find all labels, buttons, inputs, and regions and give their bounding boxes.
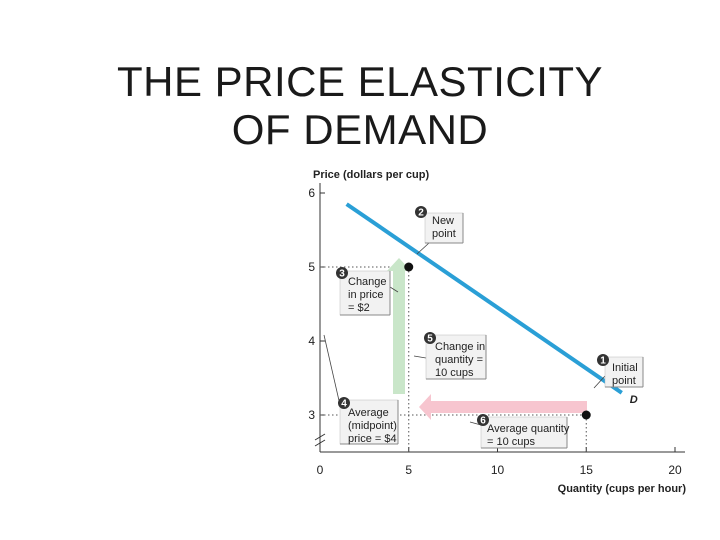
x-tick-label: 0	[317, 463, 324, 477]
callout-5-badge	[424, 332, 436, 344]
callout-1-text: point	[612, 375, 636, 387]
callout-4-box	[339, 399, 399, 445]
demand-curve	[345, 202, 623, 395]
slide-title-line-2: OF DEMAND	[231, 106, 489, 153]
callout-5-badge-number: 5	[427, 334, 433, 345]
callout-2-text: New	[432, 215, 454, 227]
callout-3-text: Change	[348, 276, 387, 288]
callout-3-leader	[389, 286, 399, 293]
x-tick-label: 20	[668, 463, 682, 477]
new-point-marker	[404, 262, 414, 272]
callout-4-text: (midpoint)	[348, 420, 397, 432]
callout-4-text: price = $4	[348, 433, 397, 445]
callout-5-box	[425, 334, 487, 380]
callout-1-badge-number: 1	[600, 356, 606, 367]
callout-2-badge-number: 2	[418, 208, 424, 219]
slide-title-line-1: THE PRICE ELASTICITY	[116, 58, 604, 105]
slide-title: THE PRICE ELASTICITY OF DEMAND	[60, 58, 660, 154]
callout-2-leader	[416, 242, 430, 255]
callout-4-leader	[323, 334, 341, 406]
callout-5-text: quantity =	[435, 354, 483, 366]
quantity-change-arrow	[419, 394, 587, 420]
callout-6-text: Average quantity	[487, 423, 570, 435]
callout-6-badge-number: 6	[480, 416, 486, 427]
y-axis-break-mark	[314, 433, 326, 441]
callout-2-badge	[415, 206, 427, 218]
callout-6-badge	[477, 414, 489, 426]
x-tick-label: 15	[580, 463, 594, 477]
demand-curve-label: D	[630, 394, 638, 406]
y-tick-label: 6	[308, 186, 315, 200]
x-axis-title: Quantity (cups per hour)	[558, 483, 687, 495]
x-tick-label: 5	[405, 463, 412, 477]
callout-5-text: 10 cups	[435, 367, 474, 379]
callout-1-badge	[597, 354, 609, 366]
callout-4-text: Average	[348, 407, 389, 419]
callout-4-badge	[338, 397, 350, 409]
x-tick-label: 10	[491, 463, 505, 477]
callout-6-text: = 10 cups	[487, 436, 536, 448]
callout-6-box	[480, 416, 568, 449]
callout-3-text: in price	[348, 289, 383, 301]
callout-2-text: point	[432, 228, 456, 240]
y-tick-label: 4	[308, 334, 315, 348]
y-axis-break-mark	[314, 439, 326, 447]
y-tick-label: 5	[308, 260, 315, 274]
y-axis-title: Price (dollars per cup)	[313, 169, 429, 181]
callout-3-badge	[336, 267, 348, 279]
callout-1-leader	[593, 375, 606, 389]
callout-3-text: = $2	[348, 302, 370, 314]
initial-point-marker	[581, 410, 591, 420]
callout-5-leader	[413, 355, 427, 359]
price-change-arrow	[387, 258, 411, 394]
callout-3-badge-number: 3	[339, 269, 345, 280]
y-tick-label: 3	[308, 408, 315, 422]
callout-5-text: Change in	[435, 341, 485, 353]
callout-4-badge-number: 4	[341, 399, 347, 410]
callout-1-text: Initial	[612, 362, 638, 374]
